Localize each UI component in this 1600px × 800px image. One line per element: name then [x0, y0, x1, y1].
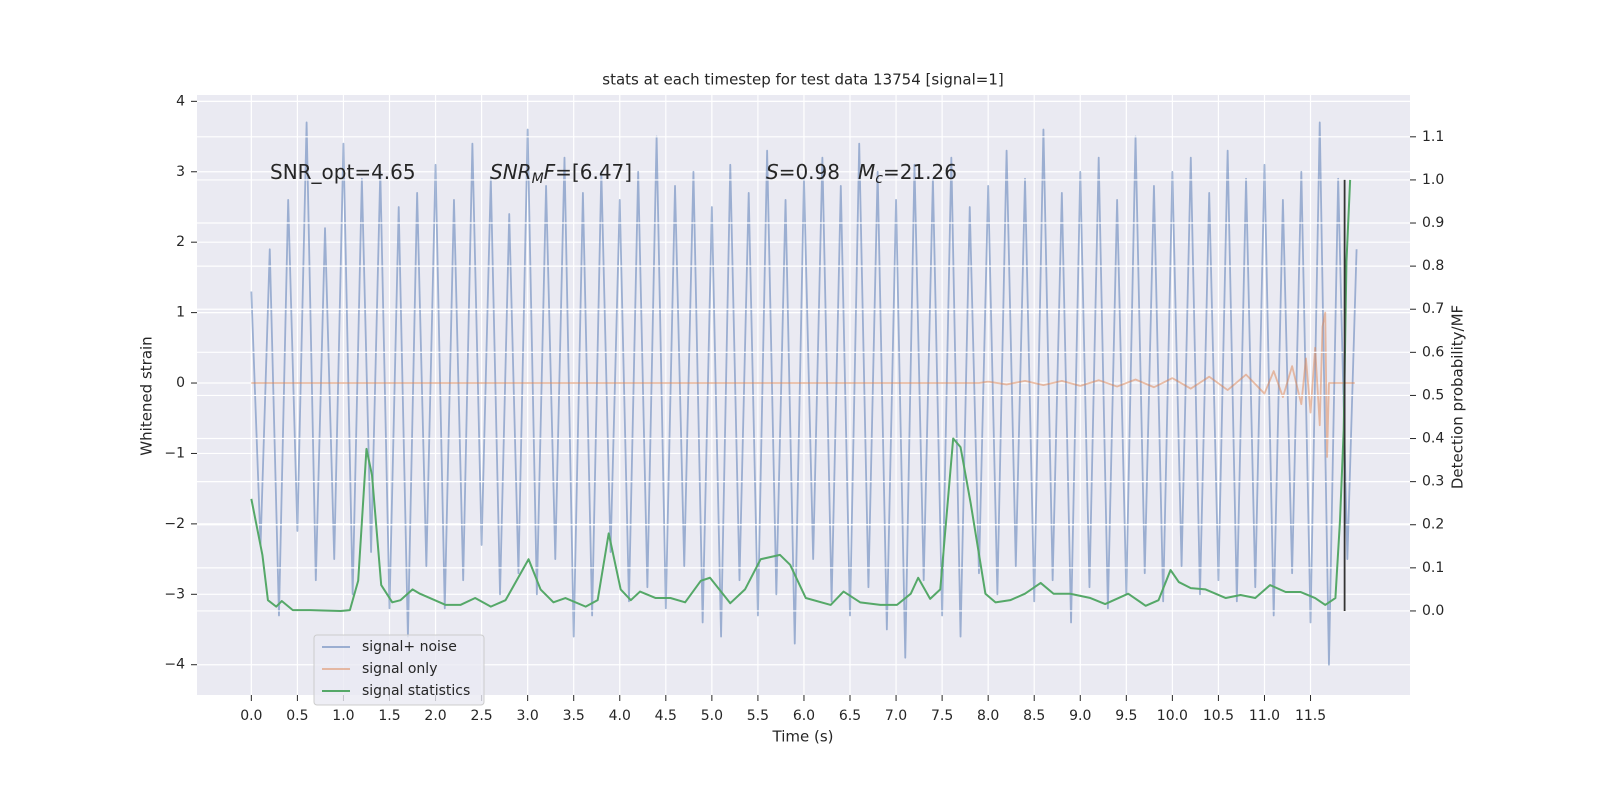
x-tick-label: 5.5 — [747, 708, 769, 724]
y2-tick-label: 0.5 — [1422, 387, 1444, 403]
y2-tick-label: 1.0 — [1422, 172, 1444, 188]
annotation-part: =[6.47] — [555, 160, 632, 184]
annotation-part: SNR — [490, 160, 532, 184]
x-tick-label: 4.5 — [655, 708, 677, 724]
annotation-part: F — [544, 160, 556, 184]
x-tick-label: 9.0 — [1069, 708, 1091, 724]
x-tick-label: 5.0 — [701, 708, 723, 724]
legend: signal+ noise signal only signal statistic… — [313, 634, 485, 706]
annotation-part: =21.26 — [883, 160, 957, 184]
y2-tick-label: 0.0 — [1422, 603, 1444, 619]
x-tick-label: 1.0 — [332, 708, 354, 724]
x-tick-label: 1.5 — [378, 708, 400, 724]
y-tick-label: −2 — [164, 516, 185, 532]
annotation: S=0.98 — [766, 160, 840, 184]
x-tick-label: 11.5 — [1295, 708, 1326, 724]
x-tick-label: 2.0 — [424, 708, 446, 724]
annotation-part: M — [858, 160, 875, 184]
x-tick-label: 0.0 — [240, 708, 262, 724]
y2-tick-label: 0.3 — [1422, 474, 1444, 490]
x-tick-label: 10.5 — [1203, 708, 1234, 724]
upper-layer — [197, 136, 1410, 612]
series-line — [251, 311, 1355, 458]
y-tick-label: 0 — [176, 375, 185, 391]
annotation-part: S — [766, 160, 779, 184]
legend-label: signal statistics — [362, 683, 470, 699]
x-tick-label: 7.0 — [885, 708, 907, 724]
series-line — [250, 179, 1352, 612]
x-tick-label: 11.0 — [1249, 708, 1280, 724]
annotation-part: M — [532, 171, 544, 187]
y-tick-label: 4 — [176, 93, 185, 109]
y2-tick-label: 0.2 — [1422, 517, 1444, 533]
annotation-part: SNR_opt=4.65 — [270, 160, 416, 184]
y2-tick-label: 0.8 — [1422, 258, 1444, 274]
annotation-part: =0.98 — [779, 160, 840, 184]
x-axis-label: Time (s) — [772, 728, 834, 746]
x-tick-label: 6.0 — [793, 708, 815, 724]
y2-tick-label: 0.9 — [1422, 215, 1444, 231]
chart-title: stats at each timestep for test data 137… — [602, 71, 1003, 89]
x-tick-label: 3.0 — [517, 708, 539, 724]
y-tick-label: 1 — [176, 305, 185, 321]
x-tick-label: 8.5 — [1023, 708, 1045, 724]
annotation: SNR_opt=4.65 — [270, 160, 416, 184]
y-tick-label: −3 — [164, 586, 185, 602]
y2-tick-label: 0.1 — [1422, 560, 1444, 576]
series-line — [250, 121, 1358, 666]
x-tick-label: 0.5 — [286, 708, 308, 724]
y2-axis-label: Detection probability/MF — [1449, 305, 1467, 489]
annotation: Mc=21.26 — [858, 160, 957, 188]
x-tick-label: 6.5 — [839, 708, 861, 724]
x-tick-label: 8.0 — [977, 708, 999, 724]
y2-tick-label: 0.4 — [1422, 431, 1444, 447]
x-tick-label: 2.5 — [470, 708, 492, 724]
y-tick-label: 2 — [176, 234, 185, 250]
y2-tick-label: 0.7 — [1422, 301, 1444, 317]
y-axis-label: Whitened strain — [138, 336, 156, 455]
x-tick-label: 7.5 — [931, 708, 953, 724]
x-tick-label: 9.5 — [1115, 708, 1137, 724]
x-tick-label: 4.0 — [609, 708, 631, 724]
y2-tick-label: 0.6 — [1422, 344, 1444, 360]
legend-label: signal+ noise — [362, 639, 457, 655]
legend-box — [313, 634, 485, 706]
y-tick-label: −1 — [164, 445, 185, 461]
annotation-part: c — [875, 171, 883, 187]
x-tick-label: 10.0 — [1157, 708, 1188, 724]
y2-tick-label: 1.1 — [1422, 129, 1444, 145]
legend-label: signal only — [362, 661, 437, 677]
annotation: SNRMF=[6.47] — [490, 160, 632, 188]
y-tick-label: −4 — [164, 657, 185, 673]
y-tick-label: 3 — [176, 164, 185, 180]
x-tick-label: 3.5 — [563, 708, 585, 724]
